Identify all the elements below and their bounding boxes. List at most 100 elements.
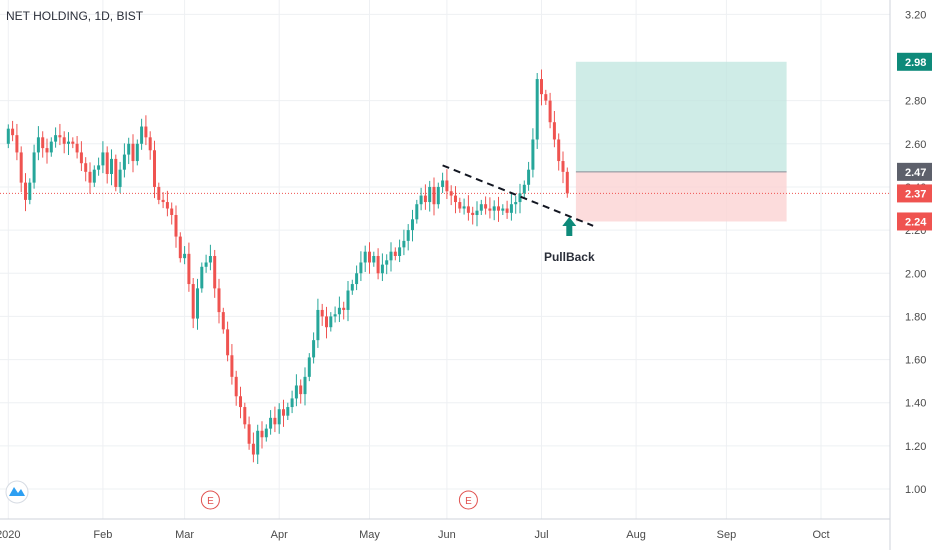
candle-body: [269, 417, 273, 429]
candle-body: [398, 247, 402, 256]
candle-body: [148, 137, 152, 151]
candle-body: [346, 290, 350, 310]
candle-body: [565, 171, 569, 194]
candle-body: [144, 126, 148, 138]
candle-body: [561, 161, 565, 172]
candle-body: [441, 180, 445, 187]
earnings-marker[interactable]: [458, 490, 478, 510]
candle-body: [436, 186, 440, 205]
candle-body: [110, 158, 113, 174]
candle-body: [501, 208, 505, 211]
candle-body: [316, 309, 320, 341]
candle-body: [135, 143, 139, 162]
candle-body: [62, 137, 66, 144]
candle-body: [79, 152, 83, 164]
candle-body: [475, 210, 479, 215]
candle-body: [54, 135, 58, 142]
candle-body: [423, 195, 427, 203]
candle-body: [191, 284, 195, 319]
candle-body: [531, 139, 535, 170]
y-tick-label: 1.40: [905, 398, 926, 410]
candlestick-series: [6, 69, 569, 465]
candle-body: [419, 195, 423, 205]
candle-body: [286, 407, 290, 416]
candle-body: [15, 135, 19, 153]
candle-body: [406, 230, 410, 241]
candle-body: [333, 314, 337, 317]
candle-body: [544, 94, 548, 101]
y-tick-label: 1.00: [905, 484, 926, 496]
candle-body: [32, 152, 36, 183]
candle-body: [28, 182, 32, 200]
candle-body: [213, 256, 217, 289]
x-tick-label: May: [359, 529, 380, 541]
time-axis[interactable]: 2020 Feb Mar Apr May Jun Jul Aug Sep Oct: [0, 529, 830, 541]
candle-body: [200, 266, 204, 289]
candle-body: [256, 430, 260, 455]
price-badge: [897, 212, 932, 231]
candle-body: [415, 204, 419, 220]
candle-body: [230, 355, 234, 377]
candle-body: [19, 152, 23, 183]
price-badge-label: 2.47: [905, 167, 926, 179]
trendline: [442, 164, 594, 227]
candle-body: [342, 307, 346, 310]
y-tick-label: 2.00: [905, 268, 926, 280]
candle-body: [514, 202, 518, 205]
candle-body: [183, 253, 187, 259]
x-tick-label: 2020: [0, 529, 21, 541]
candle-body: [307, 357, 311, 377]
candle-body: [449, 191, 453, 196]
x-tick-label: Oct: [812, 529, 829, 541]
candle-body: [290, 398, 294, 408]
candle-body: [320, 309, 324, 317]
candle-body: [170, 208, 174, 215]
candle-body: [204, 262, 208, 267]
up-arrow-icon: [562, 217, 577, 237]
candle-body: [221, 312, 225, 330]
candle-body: [217, 288, 221, 313]
candle-body: [337, 307, 341, 315]
candle-body: [518, 193, 522, 203]
candle-body: [6, 128, 10, 144]
candle-body: [329, 316, 333, 328]
candle-body: [273, 417, 277, 425]
candle-body: [497, 206, 500, 211]
chart-title: NET HOLDING, 1D, BIST: [6, 9, 144, 23]
x-tick-label: Sep: [717, 529, 737, 541]
candle-body: [385, 260, 389, 265]
price-badge-label: 2.24: [905, 216, 927, 228]
candle-body: [24, 182, 27, 200]
candle-body: [303, 376, 307, 395]
candle-body: [479, 204, 483, 211]
candle-body: [312, 340, 316, 358]
y-tick-label: 1.80: [905, 311, 926, 323]
candle-body: [178, 236, 182, 259]
candle-body: [557, 139, 561, 162]
candle-body: [359, 262, 363, 274]
candle-body: [466, 206, 470, 213]
candle-body: [552, 122, 556, 140]
candle-body: [428, 186, 432, 203]
price-axis[interactable]: 1.001.201.401.601.802.002.202.402.602.80…: [897, 9, 932, 496]
earnings-marker[interactable]: [200, 490, 220, 510]
candle-body: [260, 430, 264, 438]
candle-body: [165, 202, 169, 209]
y-tick-label: 2.80: [905, 96, 926, 108]
candle-body: [264, 428, 268, 438]
candle-body: [71, 141, 75, 144]
x-tick-label: Jun: [438, 529, 456, 541]
candle-body: [325, 316, 328, 328]
candle-body: [355, 273, 359, 285]
candle-body: [114, 158, 118, 187]
candle-body: [75, 143, 79, 153]
tradingview-logo-icon[interactable]: [5, 480, 29, 504]
candle-body: [350, 284, 354, 291]
chart-overlays: [0, 61, 890, 222]
candle-body: [363, 251, 367, 263]
candle-body: [97, 165, 101, 170]
candle-body: [505, 208, 509, 213]
candle-body: [234, 376, 238, 397]
loss-zone: [575, 171, 787, 222]
